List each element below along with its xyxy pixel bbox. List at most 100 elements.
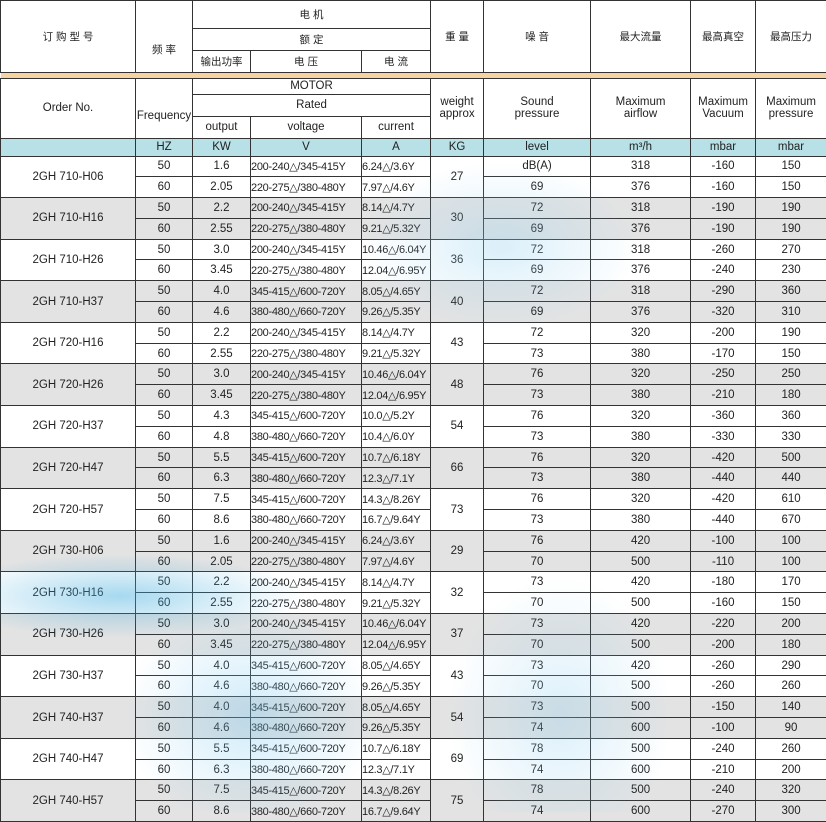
pressure: 200 bbox=[756, 614, 826, 635]
current: 9.26△/5.35Y bbox=[362, 718, 431, 739]
voltage: 220-275△/380-480Y bbox=[251, 218, 362, 239]
header-vacuum-en: Maximum Vacuum bbox=[691, 78, 756, 138]
frequency: 60 bbox=[136, 177, 193, 198]
output: 4.6 bbox=[193, 302, 251, 323]
weight: 30 bbox=[431, 198, 484, 240]
output: 2.55 bbox=[193, 343, 251, 364]
header-rated-en: Rated bbox=[193, 94, 431, 116]
frequency: 50 bbox=[136, 198, 193, 219]
frequency: 50 bbox=[136, 406, 193, 427]
current: 12.04△/6.95Y bbox=[362, 634, 431, 655]
current: 16.7△/9.64Y bbox=[362, 801, 431, 822]
noise: 70 bbox=[484, 634, 591, 655]
voltage: 200-240△/345-415Y bbox=[251, 156, 362, 177]
weight: 73 bbox=[431, 489, 484, 531]
frequency: 50 bbox=[136, 572, 193, 593]
current: 12.3△/7.1Y bbox=[362, 759, 431, 780]
vacuum: -240 bbox=[691, 780, 756, 801]
frequency: 60 bbox=[136, 385, 193, 406]
vacuum: -210 bbox=[691, 759, 756, 780]
noise: 72 bbox=[484, 322, 591, 343]
frequency: 50 bbox=[136, 322, 193, 343]
unit-output: KW bbox=[193, 138, 251, 156]
current: 14.3△/8.26Y bbox=[362, 780, 431, 801]
output: 2.55 bbox=[193, 593, 251, 614]
output: 4.3 bbox=[193, 406, 251, 427]
vacuum: -360 bbox=[691, 406, 756, 427]
header-vacuum-cn: 最高真空 bbox=[691, 1, 756, 73]
frequency: 50 bbox=[136, 447, 193, 468]
header-pressure-cn: 最高压力 bbox=[756, 1, 826, 73]
weight: 29 bbox=[431, 530, 484, 572]
header-voltage-cn: 电 压 bbox=[251, 50, 362, 72]
output: 6.3 bbox=[193, 759, 251, 780]
noise: 69 bbox=[484, 177, 591, 198]
header-noise-cn: 噪 音 bbox=[484, 1, 591, 73]
airflow: 420 bbox=[591, 572, 691, 593]
header-rated-cn: 额 定 bbox=[193, 28, 431, 50]
airflow: 318 bbox=[591, 198, 691, 219]
header-freq-cn: 频 率 bbox=[136, 28, 193, 72]
frequency: 50 bbox=[136, 614, 193, 635]
vacuum: -330 bbox=[691, 426, 756, 447]
pressure: 290 bbox=[756, 655, 826, 676]
current: 8.14△/4.7Y bbox=[362, 572, 431, 593]
vacuum: -420 bbox=[691, 447, 756, 468]
current: 7.97△/4.6Y bbox=[362, 551, 431, 572]
noise: 76 bbox=[484, 489, 591, 510]
vacuum: -190 bbox=[691, 198, 756, 219]
vacuum: -160 bbox=[691, 593, 756, 614]
header-order-en: Order No. bbox=[1, 78, 136, 138]
voltage: 345-415△/600-720Y bbox=[251, 406, 362, 427]
pressure: 100 bbox=[756, 551, 826, 572]
frequency: 60 bbox=[136, 634, 193, 655]
order-no: 2GH 710-H26 bbox=[1, 239, 136, 281]
vacuum: -100 bbox=[691, 718, 756, 739]
noise: 73 bbox=[484, 510, 591, 531]
output: 2.2 bbox=[193, 572, 251, 593]
current: 10.0△/5.2Y bbox=[362, 406, 431, 427]
output: 4.8 bbox=[193, 426, 251, 447]
airflow: 600 bbox=[591, 759, 691, 780]
pressure: 180 bbox=[756, 634, 826, 655]
vacuum: -200 bbox=[691, 322, 756, 343]
current: 6.24△/3.6Y bbox=[362, 530, 431, 551]
output: 2.05 bbox=[193, 551, 251, 572]
unit-weight: KG bbox=[431, 138, 484, 156]
current: 8.05△/4.65Y bbox=[362, 281, 431, 302]
output: 7.5 bbox=[193, 489, 251, 510]
weight: 36 bbox=[431, 239, 484, 281]
vacuum: -240 bbox=[691, 260, 756, 281]
weight: 27 bbox=[431, 156, 484, 198]
pressure: 140 bbox=[756, 697, 826, 718]
airflow: 380 bbox=[591, 385, 691, 406]
current: 9.26△/5.35Y bbox=[362, 676, 431, 697]
noise: 73 bbox=[484, 343, 591, 364]
noise: 72 bbox=[484, 281, 591, 302]
voltage: 220-275△/380-480Y bbox=[251, 551, 362, 572]
order-no: 2GH 710-H16 bbox=[1, 198, 136, 240]
output: 3.45 bbox=[193, 634, 251, 655]
order-no: 2GH 720-H57 bbox=[1, 489, 136, 531]
current: 9.21△/5.32Y bbox=[362, 593, 431, 614]
output: 8.6 bbox=[193, 510, 251, 531]
noise: 73 bbox=[484, 426, 591, 447]
current: 10.7△/6.18Y bbox=[362, 738, 431, 759]
noise: 78 bbox=[484, 738, 591, 759]
vacuum: -100 bbox=[691, 530, 756, 551]
voltage: 345-415△/600-720Y bbox=[251, 697, 362, 718]
airflow: 380 bbox=[591, 343, 691, 364]
output: 3.0 bbox=[193, 614, 251, 635]
current: 8.14△/4.7Y bbox=[362, 198, 431, 219]
vacuum: -160 bbox=[691, 177, 756, 198]
airflow: 376 bbox=[591, 302, 691, 323]
pressure: 250 bbox=[756, 364, 826, 385]
